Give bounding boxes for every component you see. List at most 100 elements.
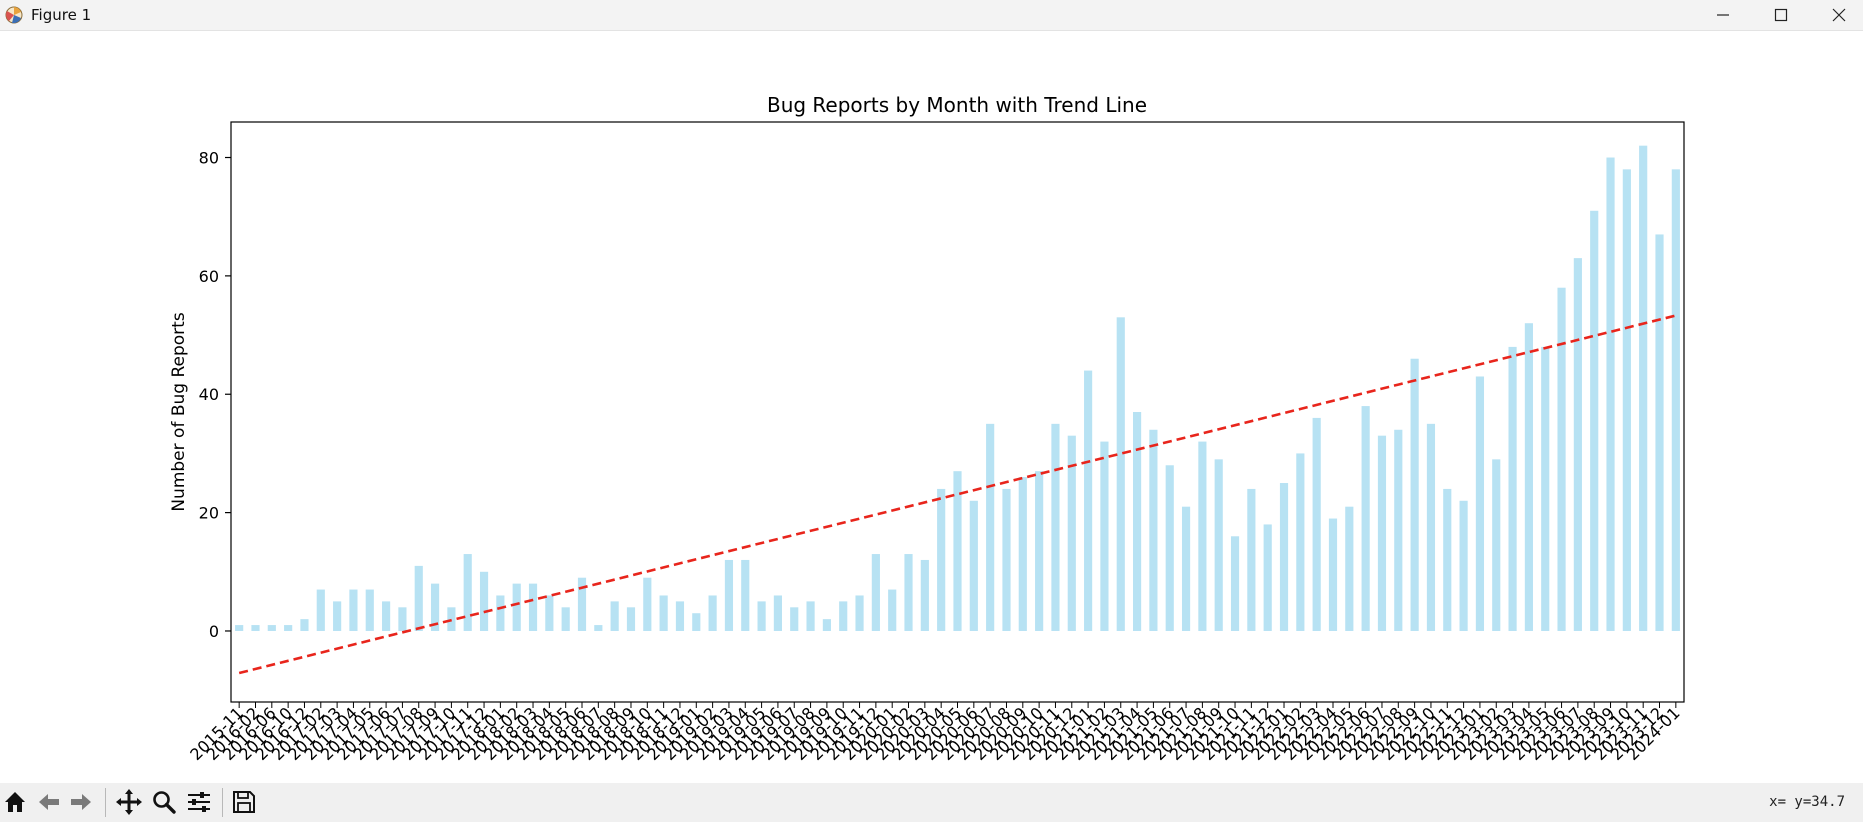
bar xyxy=(1345,506,1354,631)
save-button[interactable] xyxy=(229,787,259,817)
bar xyxy=(267,625,276,631)
bar xyxy=(1165,465,1174,631)
bar xyxy=(479,571,489,631)
bar xyxy=(235,625,244,631)
bar xyxy=(675,601,685,631)
bar xyxy=(1361,406,1370,631)
bar xyxy=(610,601,619,631)
bar xyxy=(986,423,995,631)
minimize-button[interactable] xyxy=(1694,0,1752,30)
toolbar-separator xyxy=(105,788,106,817)
bar xyxy=(1475,376,1485,631)
bar xyxy=(1377,435,1387,631)
pan-icon xyxy=(116,789,142,815)
bar xyxy=(1443,488,1452,631)
bar xyxy=(382,601,391,631)
figure-canvas: Bug Reports by Month with Trend Line Num… xyxy=(0,31,1863,783)
bar xyxy=(528,583,538,631)
bar xyxy=(1279,483,1289,631)
bar xyxy=(1541,346,1550,631)
bar xyxy=(920,559,929,631)
bar xyxy=(1394,429,1403,631)
bar xyxy=(512,583,521,631)
bar xyxy=(284,625,293,631)
bar xyxy=(1263,524,1272,631)
bar xyxy=(1116,317,1125,631)
bar xyxy=(1035,471,1044,631)
bar xyxy=(1671,169,1680,631)
bar xyxy=(1296,453,1305,631)
bar xyxy=(365,589,374,631)
bar xyxy=(463,554,472,631)
bar xyxy=(741,559,750,631)
bar xyxy=(1426,423,1436,631)
bar xyxy=(594,625,603,631)
bar xyxy=(1312,417,1321,631)
forward-button[interactable] xyxy=(66,787,96,817)
bar xyxy=(888,589,897,631)
y-tick-label: 80 xyxy=(199,149,219,168)
bar xyxy=(1639,145,1648,631)
configure-subplots-button[interactable] xyxy=(184,787,214,817)
bar xyxy=(333,601,342,631)
bar xyxy=(1328,518,1338,631)
bar xyxy=(724,559,734,631)
bar xyxy=(430,583,440,631)
bar xyxy=(414,565,423,631)
bar xyxy=(773,595,782,631)
toolbar-separator xyxy=(222,788,223,817)
bar xyxy=(692,613,701,631)
bar xyxy=(1067,435,1076,631)
window-titlebar: Figure 1 xyxy=(0,0,1863,31)
bar xyxy=(300,619,309,631)
back-button[interactable] xyxy=(34,787,64,817)
maximize-button[interactable] xyxy=(1752,0,1810,30)
minimize-icon xyxy=(1717,14,1729,16)
bar xyxy=(1247,488,1256,631)
bar xyxy=(1051,423,1060,631)
bar xyxy=(561,607,570,631)
bar xyxy=(1002,488,1011,631)
bar xyxy=(806,601,815,631)
bar xyxy=(1622,169,1631,631)
bar xyxy=(251,625,260,631)
bar xyxy=(1198,441,1207,631)
bar xyxy=(1655,234,1664,631)
forward-icon xyxy=(71,794,91,810)
bar-chart: Bug Reports by Month with Trend Line Num… xyxy=(169,93,1685,764)
bar xyxy=(1508,346,1517,631)
bar xyxy=(855,595,864,631)
x-ticks-group: 2015-112016-022016-062016-102016-122017-… xyxy=(186,702,1684,764)
bar xyxy=(904,554,913,631)
close-button[interactable] xyxy=(1810,0,1863,30)
bar xyxy=(545,595,554,631)
bar xyxy=(839,601,848,631)
bar xyxy=(496,595,505,631)
y-axis-label: Number of Bug Reports xyxy=(169,312,189,511)
bar xyxy=(1133,412,1142,631)
y-ticks-group: 0 20 40 60 80 xyxy=(199,149,231,641)
bar xyxy=(1149,429,1158,631)
home-icon xyxy=(5,792,25,812)
y-tick-label: 20 xyxy=(199,504,219,523)
bar xyxy=(937,488,946,631)
home-button[interactable] xyxy=(0,787,30,817)
bar xyxy=(1524,323,1533,631)
bar xyxy=(1606,157,1615,631)
bar xyxy=(1590,210,1599,631)
bar xyxy=(398,607,407,631)
y-tick-label: 0 xyxy=(209,622,219,641)
pan-button[interactable] xyxy=(114,787,144,817)
bar xyxy=(1557,287,1566,631)
matplotlib-icon xyxy=(5,6,23,24)
bar xyxy=(1084,370,1093,631)
zoom-button[interactable] xyxy=(149,787,179,817)
bar xyxy=(953,471,962,631)
configure-subplots-icon xyxy=(188,792,210,812)
bar xyxy=(822,619,831,631)
bar xyxy=(1573,258,1582,631)
bar xyxy=(1410,358,1419,631)
navigation-toolbar: x= y=34.7 xyxy=(0,783,1863,822)
bar xyxy=(349,589,358,631)
bar xyxy=(316,589,325,631)
